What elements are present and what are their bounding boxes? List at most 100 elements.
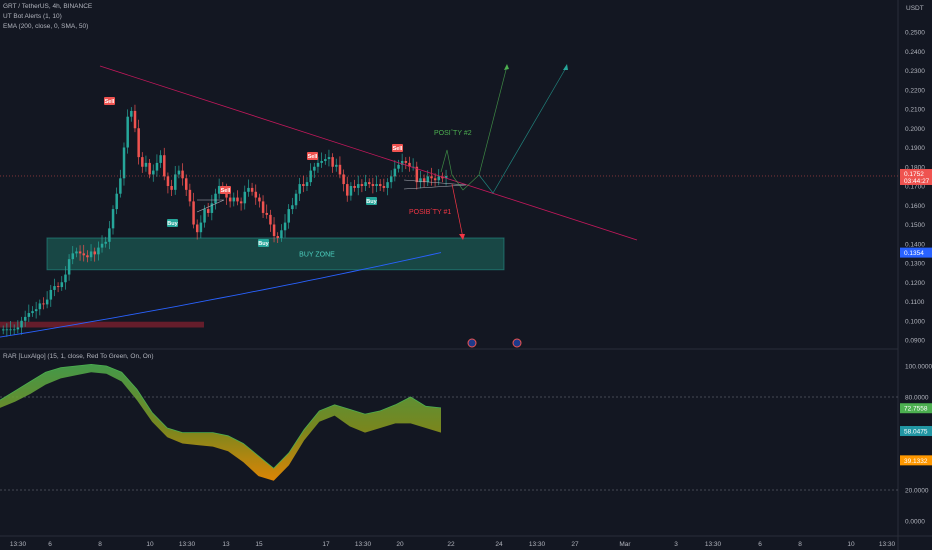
price-tick-label: 0.2500 (905, 30, 925, 37)
candle (309, 170, 312, 183)
candle (243, 191, 247, 204)
candle (60, 282, 64, 288)
candle (335, 164, 338, 167)
osc-value-tag (900, 403, 932, 414)
price-tick-label: 0.1400 (905, 241, 925, 248)
ema-price-tag (900, 247, 932, 258)
candle (111, 209, 115, 229)
candle (78, 251, 82, 254)
ema-price-tag-value: 0.1354 (904, 250, 924, 257)
time-tick-label: 8 (98, 541, 102, 548)
candle (93, 251, 96, 255)
time-tick-label: 13 (222, 541, 230, 548)
ema-legend[interactable]: EMA (200, close, 0, SMA, 50) (3, 23, 89, 30)
price-tick-label: 0.1000 (905, 318, 925, 325)
possibility-1-arrowhead (459, 234, 465, 240)
osc-tick-label: 20.0000 (905, 488, 929, 495)
candle (389, 176, 393, 183)
time-tick-label: 10 (847, 541, 855, 548)
candle (386, 182, 389, 188)
flag-pattern (196, 199, 225, 213)
candle (349, 186, 353, 196)
candle (82, 253, 86, 256)
price-tick-label: 0.1200 (905, 280, 925, 287)
candle (364, 182, 367, 186)
candle (404, 160, 408, 163)
candle (415, 166, 419, 183)
candle (130, 110, 133, 117)
sell-signal-label: Sell (393, 146, 403, 152)
candle (261, 201, 265, 213)
osc-value-tag-label: 58.0475 (904, 429, 928, 436)
candles (2, 104, 448, 337)
time-tick-label: 13:30 (879, 541, 896, 548)
possibility-2-path (440, 65, 508, 191)
candle (181, 170, 184, 179)
candle (45, 299, 49, 305)
time-tick-label: 6 (758, 541, 762, 548)
rar-upper-line (0, 363, 442, 469)
time-tick-label: 15 (255, 541, 263, 548)
candle (378, 184, 382, 186)
candle (338, 164, 342, 175)
ema-200-line (0, 252, 442, 338)
candle (287, 209, 290, 223)
candle (419, 178, 422, 183)
candle (64, 274, 67, 283)
price-tick-label: 0.1700 (905, 184, 925, 191)
candle (12, 329, 16, 331)
rar-band (0, 364, 441, 481)
red-zone (0, 321, 204, 328)
candle (324, 159, 327, 161)
candle (298, 184, 301, 194)
sell-signal-label: Sell (308, 154, 318, 160)
candle (422, 178, 426, 183)
economic-event-icon (467, 338, 477, 348)
osc-title: RAR [LuxAlgo] (15, 1, close, Red To Gree… (3, 353, 154, 360)
candle (133, 110, 137, 129)
price-tick-label: 0.1900 (905, 145, 925, 152)
price-tick-label: 0.1800 (905, 164, 925, 171)
candle (122, 147, 126, 179)
symbol-legend[interactable]: GRT / TetherUS, 4h, BINANCE (3, 3, 93, 10)
candle (283, 222, 287, 231)
candle (316, 162, 320, 167)
economic-event-icon (512, 338, 522, 348)
candle (280, 230, 283, 238)
candle (210, 203, 214, 213)
candle (16, 327, 20, 330)
sell-signal-label: Sell (221, 188, 231, 194)
candle (397, 164, 400, 169)
buy-signal (167, 219, 178, 227)
candle (265, 212, 269, 215)
candle (375, 184, 378, 186)
candle (342, 174, 345, 185)
price-tick-label: 0.2300 (905, 68, 925, 75)
candle (89, 251, 93, 258)
time-tick-label: 10 (146, 541, 154, 548)
price-tick-label: 0.2000 (905, 126, 925, 133)
candle (430, 176, 433, 179)
candle (170, 186, 173, 190)
candle (166, 176, 170, 186)
price-tick-label: 0.1300 (905, 261, 925, 268)
sell-signal (392, 144, 403, 152)
candle (152, 170, 155, 175)
time-tick-label: Mar (619, 541, 631, 548)
candle (75, 251, 78, 254)
buy-zone (46, 237, 505, 271)
candle (203, 209, 206, 223)
osc-legend[interactable]: RAR [LuxAlgo] (15, 1, close, Red To Gree… (3, 352, 154, 362)
osc-value-tag (900, 455, 932, 466)
ut-bot-legend[interactable]: UT Bot Alerts (1, 10) (3, 13, 62, 20)
candle (188, 189, 192, 202)
candle (108, 228, 111, 242)
candle (141, 157, 144, 167)
candle (232, 197, 236, 202)
candle (34, 309, 38, 312)
time-tick-label: 3 (674, 541, 678, 548)
candle (382, 186, 386, 188)
time-tick-label: 24 (495, 541, 503, 548)
